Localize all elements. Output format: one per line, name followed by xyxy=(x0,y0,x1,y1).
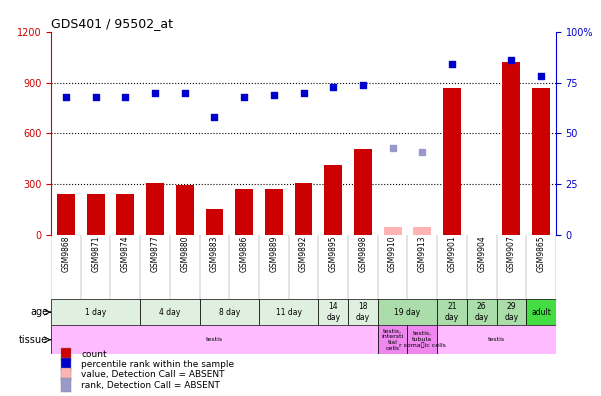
Text: GDS401 / 95502_at: GDS401 / 95502_at xyxy=(51,17,173,30)
Text: GSM9871: GSM9871 xyxy=(91,235,100,272)
Bar xyxy=(235,189,253,235)
Point xyxy=(418,148,427,155)
Text: 4 day: 4 day xyxy=(159,308,180,317)
Text: rank, Detection Call = ABSENT: rank, Detection Call = ABSENT xyxy=(81,381,220,390)
FancyBboxPatch shape xyxy=(319,299,348,325)
Point xyxy=(358,82,368,88)
Bar xyxy=(61,348,72,361)
Text: adult: adult xyxy=(531,308,551,317)
FancyBboxPatch shape xyxy=(140,299,200,325)
Bar xyxy=(176,185,194,235)
Text: 1 day: 1 day xyxy=(85,308,106,317)
FancyBboxPatch shape xyxy=(467,299,496,325)
Text: GSM9910: GSM9910 xyxy=(388,235,397,272)
Bar xyxy=(61,379,72,392)
Text: 11 day: 11 day xyxy=(276,308,302,317)
Text: 14
day: 14 day xyxy=(326,303,340,322)
FancyBboxPatch shape xyxy=(496,299,526,325)
Point xyxy=(447,61,457,67)
FancyBboxPatch shape xyxy=(51,325,378,354)
Bar xyxy=(443,88,461,235)
Text: testis,
tubula
r soma	ic cells: testis, tubula r soma ic cells xyxy=(399,331,446,348)
Point xyxy=(536,73,546,80)
Text: GSM9892: GSM9892 xyxy=(299,235,308,272)
Bar xyxy=(413,227,431,235)
FancyBboxPatch shape xyxy=(526,299,556,325)
Bar xyxy=(61,358,72,371)
Point xyxy=(121,93,130,100)
Bar xyxy=(354,148,372,235)
Bar xyxy=(383,227,401,235)
FancyBboxPatch shape xyxy=(437,299,467,325)
Bar xyxy=(206,209,224,235)
Point xyxy=(299,89,308,96)
Point xyxy=(388,145,397,151)
Point xyxy=(180,89,189,96)
Text: age: age xyxy=(30,307,48,317)
Text: GSM9865: GSM9865 xyxy=(537,235,546,272)
Bar xyxy=(294,183,313,235)
Text: count: count xyxy=(81,350,107,359)
Point xyxy=(328,84,338,90)
Bar xyxy=(57,194,75,235)
Text: testis,
intersti
tial
cells: testis, intersti tial cells xyxy=(382,329,404,351)
Bar xyxy=(61,368,72,381)
Text: GSM9904: GSM9904 xyxy=(477,235,486,272)
FancyBboxPatch shape xyxy=(51,299,140,325)
Text: 21
day: 21 day xyxy=(445,303,459,322)
Point xyxy=(210,114,219,120)
Text: percentile rank within the sample: percentile rank within the sample xyxy=(81,360,234,369)
Text: GSM9913: GSM9913 xyxy=(418,235,427,272)
FancyBboxPatch shape xyxy=(200,299,259,325)
Text: testis: testis xyxy=(206,337,223,342)
Point xyxy=(91,93,100,100)
FancyBboxPatch shape xyxy=(378,299,437,325)
Text: GSM9886: GSM9886 xyxy=(240,235,249,272)
Text: 8 day: 8 day xyxy=(219,308,240,317)
Text: GSM9874: GSM9874 xyxy=(121,235,130,272)
Text: GSM9898: GSM9898 xyxy=(358,235,367,272)
FancyBboxPatch shape xyxy=(378,325,407,354)
Text: GSM9883: GSM9883 xyxy=(210,235,219,272)
Bar xyxy=(117,194,134,235)
Bar xyxy=(325,165,342,235)
Bar xyxy=(146,183,164,235)
Text: GSM9880: GSM9880 xyxy=(180,235,189,272)
Text: 29
day: 29 day xyxy=(504,303,519,322)
Text: value, Detection Call = ABSENT: value, Detection Call = ABSENT xyxy=(81,370,225,379)
Text: 26
day: 26 day xyxy=(475,303,489,322)
Text: GSM9907: GSM9907 xyxy=(507,235,516,272)
Text: GSM9889: GSM9889 xyxy=(269,235,278,272)
Text: GSM9877: GSM9877 xyxy=(150,235,159,272)
Point xyxy=(507,57,516,63)
FancyBboxPatch shape xyxy=(437,325,556,354)
Bar xyxy=(502,62,520,235)
Text: GSM9895: GSM9895 xyxy=(329,235,338,272)
Point xyxy=(239,93,249,100)
Bar xyxy=(265,189,282,235)
FancyBboxPatch shape xyxy=(348,299,378,325)
Bar xyxy=(532,88,550,235)
Point xyxy=(150,89,160,96)
Text: tissue: tissue xyxy=(19,335,48,345)
Bar xyxy=(87,194,105,235)
Point xyxy=(61,93,71,100)
Text: GSM9868: GSM9868 xyxy=(61,235,70,272)
Text: testis: testis xyxy=(488,337,505,342)
Text: 18
day: 18 day xyxy=(356,303,370,322)
FancyBboxPatch shape xyxy=(259,299,319,325)
FancyBboxPatch shape xyxy=(407,325,437,354)
Text: 19 day: 19 day xyxy=(394,308,421,317)
Text: GSM9901: GSM9901 xyxy=(448,235,457,272)
Point xyxy=(269,91,279,98)
